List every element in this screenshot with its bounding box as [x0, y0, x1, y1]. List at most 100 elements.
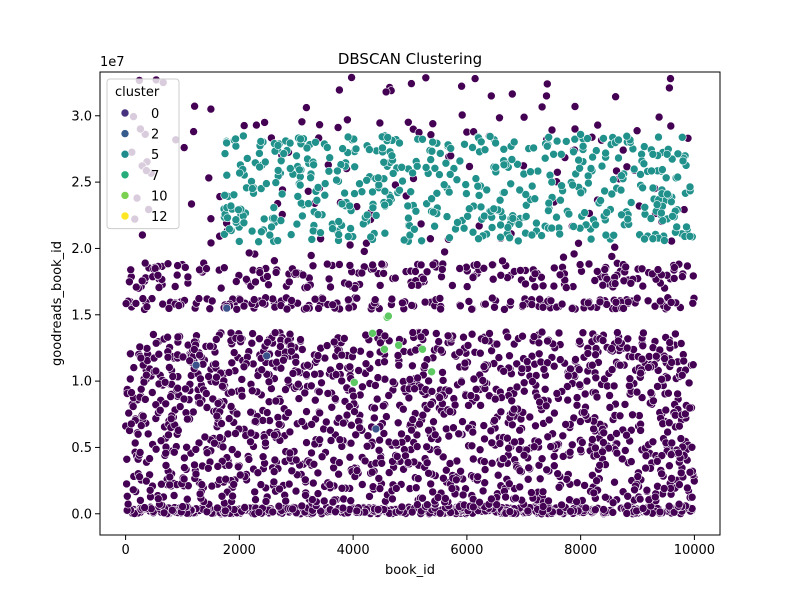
point-cluster-5: [435, 149, 445, 158]
point-cluster-0: [313, 468, 323, 478]
point-cluster-0: [408, 361, 417, 371]
point-cluster-5: [395, 138, 404, 148]
point-cluster-0: [535, 397, 544, 407]
point-cluster-0: [347, 420, 356, 430]
point-cluster-5: [678, 156, 688, 166]
point-cluster-0: [357, 480, 367, 489]
point-cluster-0: [525, 412, 535, 422]
point-cluster-5: [309, 160, 318, 170]
point-cluster-0: [664, 418, 674, 428]
point-cluster-0: [549, 281, 559, 291]
point-cluster-5: [609, 231, 619, 240]
point-cluster-5: [561, 137, 571, 146]
point-cluster-0: [437, 272, 446, 282]
point-cluster-0: [637, 393, 647, 402]
point-cluster-5: [507, 155, 517, 164]
point-cluster-5: [421, 163, 431, 172]
point-cluster-0: [142, 476, 151, 486]
point-cluster-0: [345, 240, 355, 250]
point-cluster-0: [638, 504, 648, 513]
point-cluster-0: [411, 483, 421, 493]
point-cluster-0: [213, 503, 222, 513]
point-cluster-0: [613, 336, 623, 346]
point-cluster-0: [595, 297, 605, 307]
point-cluster-5: [220, 149, 230, 158]
point-cluster-0: [352, 293, 362, 303]
point-cluster-0: [496, 407, 506, 417]
point-cluster-0: [667, 438, 677, 448]
point-cluster-5: [614, 135, 623, 145]
point-cluster-0: [669, 274, 679, 283]
point-cluster-5: [225, 224, 234, 234]
point-cluster-5: [380, 186, 390, 196]
point-cluster-0: [191, 469, 201, 479]
point-cluster-5: [622, 131, 632, 141]
point-cluster-0: [168, 372, 178, 381]
point-cluster-0: [558, 452, 568, 461]
point-cluster-0: [580, 389, 590, 399]
point-cluster-0: [216, 283, 226, 293]
series-7: [349, 311, 436, 387]
point-cluster-0: [419, 274, 428, 284]
point-cluster-0: [486, 426, 496, 436]
point-cluster-0: [268, 294, 278, 304]
point-cluster-5: [521, 201, 531, 210]
point-cluster-0: [284, 277, 294, 287]
point-cluster-5: [574, 155, 583, 165]
point-cluster-0: [206, 238, 216, 248]
point-cluster-0: [661, 405, 671, 415]
series-5: [219, 130, 697, 246]
point-cluster-0: [538, 502, 548, 511]
point-cluster-0: [317, 378, 326, 388]
point-cluster-0: [583, 349, 593, 358]
point-cluster-0: [179, 394, 189, 404]
point-cluster-0: [124, 408, 133, 418]
point-cluster-0: [546, 296, 556, 306]
point-cluster-0: [270, 455, 280, 465]
point-cluster-0: [315, 120, 324, 129]
point-cluster-0: [173, 261, 182, 270]
point-cluster-0: [487, 293, 497, 303]
point-cluster-0: [169, 491, 179, 500]
point-cluster-0: [170, 447, 179, 457]
point-cluster-0: [284, 479, 294, 489]
point-cluster-0: [274, 501, 284, 511]
point-cluster-0: [237, 391, 247, 401]
point-cluster-0: [554, 482, 564, 492]
point-cluster-0: [429, 417, 438, 427]
point-cluster-0: [287, 296, 296, 305]
point-cluster-0: [156, 436, 166, 446]
point-cluster-0: [365, 349, 375, 359]
point-cluster-5: [380, 200, 390, 210]
point-cluster-5: [640, 203, 650, 212]
point-cluster-0: [436, 304, 445, 314]
point-cluster-0: [136, 496, 145, 505]
point-cluster-0: [215, 433, 225, 442]
point-cluster-0: [251, 277, 260, 287]
point-cluster-0: [599, 438, 608, 447]
point-cluster-0: [475, 348, 485, 358]
point-cluster-5: [254, 237, 263, 246]
point-cluster-0: [657, 469, 666, 479]
point-cluster-0: [563, 395, 573, 405]
point-cluster-0: [622, 430, 631, 440]
point-cluster-5: [231, 134, 240, 144]
legend-title: cluster: [115, 85, 160, 100]
point-cluster-0: [420, 297, 430, 307]
point-cluster-0: [535, 474, 545, 484]
point-cluster-0: [135, 448, 145, 457]
point-cluster-5: [445, 170, 455, 179]
point-cluster-0: [405, 375, 415, 384]
point-cluster-0: [166, 414, 176, 424]
point-cluster-5: [552, 136, 562, 146]
point-cluster-5: [503, 223, 513, 232]
point-cluster-0: [274, 419, 284, 429]
point-cluster-0: [644, 363, 653, 372]
point-cluster-0: [324, 274, 334, 284]
point-cluster-0: [449, 423, 458, 433]
point-cluster-5: [362, 176, 372, 185]
point-cluster-5: [243, 154, 252, 163]
point-cluster-5: [540, 153, 550, 163]
point-cluster-0: [674, 448, 683, 458]
point-cluster-0: [625, 374, 635, 384]
